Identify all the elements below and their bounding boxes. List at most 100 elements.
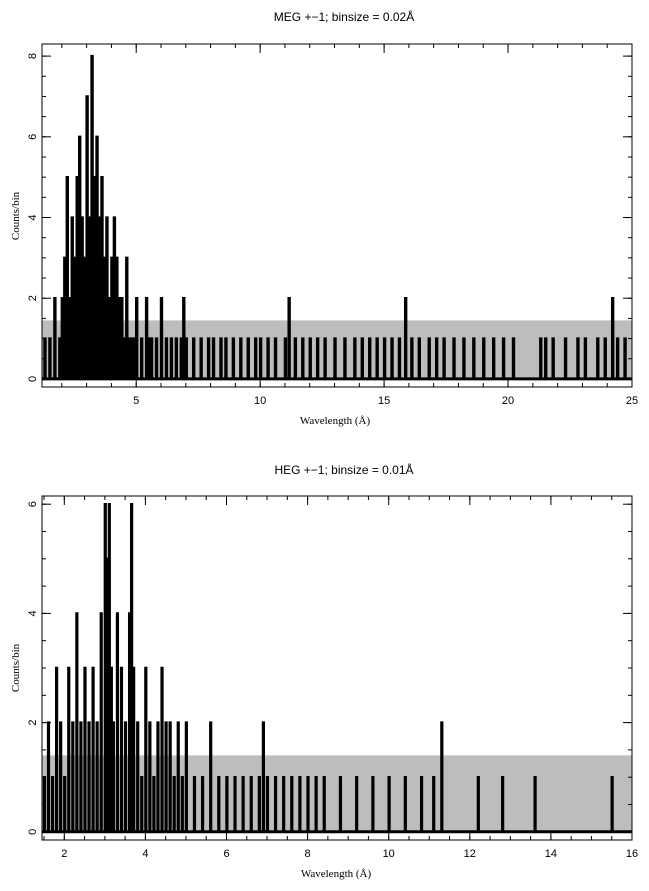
meg-histogram-bin bbox=[287, 297, 291, 379]
meg-histogram-bin bbox=[397, 337, 402, 379]
meg-histogram-bin bbox=[73, 256, 77, 379]
heg-histogram-bin bbox=[261, 721, 266, 832]
meg-histogram-bin bbox=[472, 337, 476, 379]
meg-histogram-bin bbox=[105, 216, 109, 379]
meg-histogram-bin bbox=[97, 216, 102, 379]
heg-histogram-bin bbox=[136, 721, 140, 832]
heg-histogram-bin bbox=[99, 612, 103, 832]
heg-histogram-bin bbox=[111, 721, 115, 832]
meg-histogram-layer bbox=[42, 54, 632, 381]
meg-histogram-bin bbox=[75, 175, 79, 379]
heg-y-axis-label: Counts/bin bbox=[10, 643, 22, 692]
heg-histogram-bin bbox=[225, 776, 229, 832]
meg-histogram-bin bbox=[48, 337, 52, 379]
meg-histogram-bin bbox=[246, 337, 250, 379]
meg-histogram-bin bbox=[82, 256, 87, 379]
heg-histogram-bin bbox=[95, 721, 99, 832]
meg-histogram-bin bbox=[403, 297, 408, 379]
heg-histogram-bin bbox=[249, 776, 253, 832]
heg-histogram-bin bbox=[103, 502, 107, 832]
heg-histogram-bin bbox=[176, 721, 180, 832]
meg-histogram-bin bbox=[63, 256, 67, 379]
meg-histogram-bin bbox=[603, 337, 607, 379]
meg-histogram-bin bbox=[68, 297, 72, 379]
meg-histogram-bin bbox=[576, 337, 580, 379]
heg-histogram-bin bbox=[322, 776, 326, 832]
heg-histogram-bin bbox=[419, 776, 424, 832]
heg-histogram-bin bbox=[180, 776, 184, 832]
heg-histogram-bin bbox=[144, 666, 148, 832]
meg-histogram-bin bbox=[410, 337, 414, 379]
meg-histogram-bin bbox=[110, 256, 114, 379]
heg-histogram-bin bbox=[371, 776, 375, 832]
meg-histogram-bin bbox=[427, 337, 431, 379]
meg-histogram-bin bbox=[211, 337, 216, 379]
heg-histogram-bin bbox=[440, 721, 444, 832]
heg-histogram-bin bbox=[109, 666, 113, 832]
meg-histogram-bin bbox=[154, 337, 159, 379]
heg-histogram-bin bbox=[610, 776, 614, 832]
meg-histogram-bin bbox=[231, 337, 236, 379]
meg-y-tick-label: 6 bbox=[27, 134, 39, 140]
meg-histogram-bin bbox=[102, 256, 107, 379]
meg-histogram-bin bbox=[368, 337, 372, 379]
heg-histogram-bin bbox=[257, 776, 261, 832]
meg-histogram-bin bbox=[434, 337, 439, 379]
heg-histogram-bin bbox=[432, 776, 436, 832]
meg-histogram-bin bbox=[563, 337, 568, 379]
meg-histogram-bin bbox=[115, 256, 119, 379]
meg-histogram-bin bbox=[283, 337, 288, 379]
heg-histogram-bin bbox=[46, 721, 51, 832]
heg-x-tick-label: 4 bbox=[142, 848, 148, 860]
meg-histogram-bin bbox=[117, 297, 122, 379]
heg-histogram-bin bbox=[132, 666, 136, 832]
heg-histogram-bin bbox=[265, 776, 270, 832]
heg-histogram-bin bbox=[290, 776, 294, 832]
meg-histogram-bin bbox=[192, 337, 196, 379]
meg-x-tick-label: 5 bbox=[133, 395, 139, 407]
meg-histogram-bin bbox=[333, 337, 337, 379]
meg-histogram-bin bbox=[615, 337, 620, 379]
meg-histogram-bin bbox=[315, 337, 320, 379]
heg-chart-panel: HEG +−1; binsize = 0.01Å 2 4 6 8 10 12 14 16 0 2 4… bbox=[10, 462, 638, 880]
meg-histogram-bin bbox=[159, 297, 164, 379]
meg-histogram-bin bbox=[206, 337, 211, 379]
meg-y-tick-label: 4 bbox=[27, 214, 39, 220]
meg-histogram-bin bbox=[130, 337, 134, 379]
meg-x-tick-label: 20 bbox=[502, 395, 514, 407]
heg-histogram-bin bbox=[91, 666, 95, 832]
heg-histogram-bin bbox=[50, 776, 55, 832]
meg-histogram-bin bbox=[293, 337, 298, 379]
heg-histogram-bin bbox=[119, 666, 124, 832]
heg-histogram-bin bbox=[314, 776, 318, 832]
heg-x-axis-label: Wavelength (Å) bbox=[301, 868, 372, 880]
meg-histogram-bin bbox=[80, 216, 84, 379]
heg-x-tick-label: 6 bbox=[223, 848, 229, 860]
heg-histogram-bin bbox=[148, 721, 152, 832]
heg-histogram-bin bbox=[168, 721, 172, 832]
heg-histogram-bin bbox=[273, 776, 278, 832]
meg-histogram-bin bbox=[308, 337, 312, 379]
meg-histogram-bin bbox=[623, 337, 627, 379]
meg-histogram-bin bbox=[375, 337, 379, 379]
meg-histogram-bin bbox=[491, 337, 496, 379]
meg-x-tick-label: 15 bbox=[378, 395, 390, 407]
heg-histogram-bin bbox=[338, 776, 343, 832]
meg-histogram-bin bbox=[112, 216, 117, 379]
heg-y-tick-label: 0 bbox=[27, 829, 39, 835]
meg-histogram-bin bbox=[58, 337, 62, 379]
meg-histogram-bin bbox=[199, 337, 203, 379]
meg-histogram-bin bbox=[149, 337, 154, 379]
meg-histogram-bin bbox=[77, 135, 82, 379]
meg-histogram-bin bbox=[122, 337, 126, 379]
meg-histogram-bin bbox=[125, 256, 129, 379]
heg-x-tick-label: 10 bbox=[383, 848, 395, 860]
heg-histogram-bin bbox=[241, 776, 245, 832]
meg-histogram-bin bbox=[87, 216, 92, 379]
meg-histogram-bin bbox=[273, 337, 278, 379]
meg-histogram-bin bbox=[382, 337, 387, 379]
meg-y-tick-label: 0 bbox=[27, 376, 39, 382]
heg-histogram-bin bbox=[71, 721, 75, 832]
heg-histogram-bin bbox=[282, 776, 286, 832]
